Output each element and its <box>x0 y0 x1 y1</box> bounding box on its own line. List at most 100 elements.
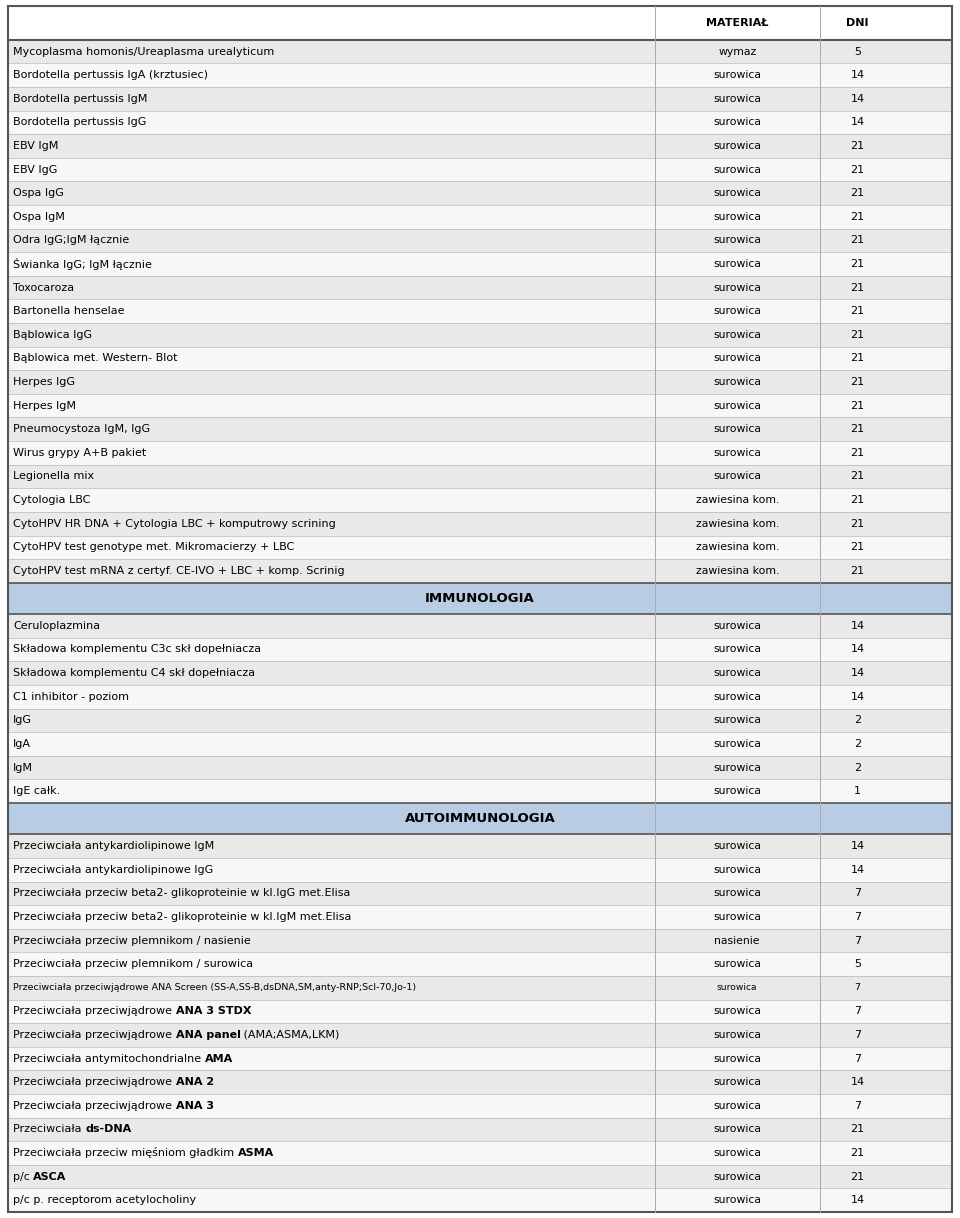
Bar <box>8 582 952 614</box>
Text: Toxocaroza: Toxocaroza <box>13 283 74 292</box>
Text: Bąblowica IgG: Bąblowica IgG <box>13 330 92 340</box>
Bar <box>8 1023 952 1046</box>
Text: surowica: surowica <box>713 235 761 245</box>
Text: surowica: surowica <box>713 762 761 772</box>
Bar <box>8 393 952 418</box>
Text: (AMA;ASMA,LKM): (AMA;ASMA,LKM) <box>240 1030 340 1040</box>
Text: 14: 14 <box>851 94 865 104</box>
Text: 7: 7 <box>854 935 861 945</box>
Bar <box>8 559 952 582</box>
Text: ANA panel: ANA panel <box>176 1030 240 1040</box>
Text: Przeciwciała antykardiolipinowe IgM: Przeciwciała antykardiolipinowe IgM <box>13 842 214 851</box>
Text: Składowa komplementu C3c skł dopełniacza: Składowa komplementu C3c skł dopełniacza <box>13 644 261 654</box>
Text: surowica: surowica <box>713 164 761 174</box>
Bar <box>8 488 952 512</box>
Text: IgA: IgA <box>13 739 31 749</box>
Text: Przeciwciała antykardiolipinowe IgG: Przeciwciała antykardiolipinowe IgG <box>13 865 213 875</box>
Bar <box>8 275 952 300</box>
Text: surowica: surowica <box>713 644 761 654</box>
Bar <box>8 952 952 976</box>
Text: Pneumocystoza IgM, IgG: Pneumocystoza IgM, IgG <box>13 424 150 435</box>
Bar <box>8 6 952 40</box>
Text: surowica: surowica <box>713 1149 761 1158</box>
Text: MATERIAŁ: MATERIAŁ <box>706 18 768 28</box>
Text: surowica: surowica <box>713 117 761 128</box>
Text: 21: 21 <box>851 164 865 174</box>
Text: zawiesina kom.: zawiesina kom. <box>696 566 779 576</box>
Bar <box>8 111 952 134</box>
Bar <box>8 976 952 1000</box>
Bar <box>8 1071 952 1094</box>
Text: 21: 21 <box>851 189 865 199</box>
Bar <box>8 905 952 928</box>
Text: Przeciwciała przeciw plemnikom / nasienie: Przeciwciała przeciw plemnikom / nasieni… <box>13 935 251 945</box>
Text: ds-DNA: ds-DNA <box>85 1124 132 1134</box>
Bar <box>8 441 952 465</box>
Bar <box>8 536 952 559</box>
Text: Przeciwciała przeciwjądrowe: Przeciwciała przeciwjądrowe <box>13 1006 176 1016</box>
Text: CytoHPV HR DNA + Cytologia LBC + komputrowy scrining: CytoHPV HR DNA + Cytologia LBC + komputr… <box>13 519 336 529</box>
Text: Świanka IgG; IgM łącznie: Świanka IgG; IgM łącznie <box>13 258 152 270</box>
Bar <box>8 1000 952 1023</box>
Text: surowica: surowica <box>713 71 761 80</box>
Bar <box>8 1046 952 1071</box>
Text: Bordotella pertussis IgG: Bordotella pertussis IgG <box>13 117 146 128</box>
Text: surowica: surowica <box>713 448 761 458</box>
Bar <box>8 1118 952 1141</box>
Text: nasienie: nasienie <box>714 935 760 945</box>
Text: 14: 14 <box>851 692 865 702</box>
Text: Przeciwciała przeciw beta2- glikoproteinie w kl.IgM met.Elisa: Przeciwciała przeciw beta2- glikoprotein… <box>13 912 351 922</box>
Text: surowica: surowica <box>713 739 761 749</box>
Bar <box>8 882 952 905</box>
Text: surowica: surowica <box>713 1054 761 1063</box>
Text: surowica: surowica <box>713 353 761 363</box>
Text: 14: 14 <box>851 669 865 678</box>
Text: 21: 21 <box>851 401 865 410</box>
Text: 2: 2 <box>854 715 861 725</box>
Text: surowica: surowica <box>713 912 761 922</box>
Text: Przeciwciała przeciwjądrowe: Przeciwciała przeciwjądrowe <box>13 1101 176 1111</box>
Bar <box>8 134 952 158</box>
Text: 7: 7 <box>854 912 861 922</box>
Text: Przeciwciała przeciw beta2- glikoproteinie w kl.IgG met.Elisa: Przeciwciała przeciw beta2- glikoprotein… <box>13 888 350 899</box>
Text: 7: 7 <box>854 1101 861 1111</box>
Bar <box>8 709 952 732</box>
Text: Ospa IgM: Ospa IgM <box>13 212 65 222</box>
Text: Ceruloplazmina: Ceruloplazmina <box>13 621 100 631</box>
Bar <box>8 465 952 488</box>
Bar <box>8 323 952 347</box>
Text: Herpes IgG: Herpes IgG <box>13 378 75 387</box>
Text: 21: 21 <box>851 542 865 552</box>
Text: Wirus grypy A+B pakiet: Wirus grypy A+B pakiet <box>13 448 146 458</box>
Text: 21: 21 <box>851 330 865 340</box>
Text: Składowa komplementu C4 skł dopełniacza: Składowa komplementu C4 skł dopełniacza <box>13 669 255 678</box>
Bar <box>8 834 952 857</box>
Text: 21: 21 <box>851 353 865 363</box>
Text: 7: 7 <box>854 1006 861 1016</box>
Bar <box>8 158 952 181</box>
Bar <box>8 86 952 111</box>
Text: surowica: surowica <box>713 424 761 435</box>
Text: ASCA: ASCA <box>34 1172 67 1181</box>
Bar <box>8 40 952 63</box>
Text: surowica: surowica <box>713 283 761 292</box>
Bar <box>8 229 952 252</box>
Bar <box>8 780 952 803</box>
Bar <box>8 63 952 86</box>
Text: surowica: surowica <box>713 888 761 899</box>
Bar <box>8 418 952 441</box>
Bar <box>8 755 952 780</box>
Text: surowica: surowica <box>713 842 761 851</box>
Bar <box>8 1141 952 1164</box>
Text: 21: 21 <box>851 283 865 292</box>
Bar <box>8 732 952 755</box>
Text: surowica: surowica <box>713 1172 761 1181</box>
Text: 21: 21 <box>851 471 865 481</box>
Text: 2: 2 <box>854 762 861 772</box>
Text: ANA 2: ANA 2 <box>176 1077 214 1088</box>
Text: 21: 21 <box>851 519 865 529</box>
Text: 5: 5 <box>854 959 861 970</box>
Text: surowica: surowica <box>713 378 761 387</box>
Text: 7: 7 <box>854 1030 861 1040</box>
Text: Bartonella henselae: Bartonella henselae <box>13 306 125 317</box>
